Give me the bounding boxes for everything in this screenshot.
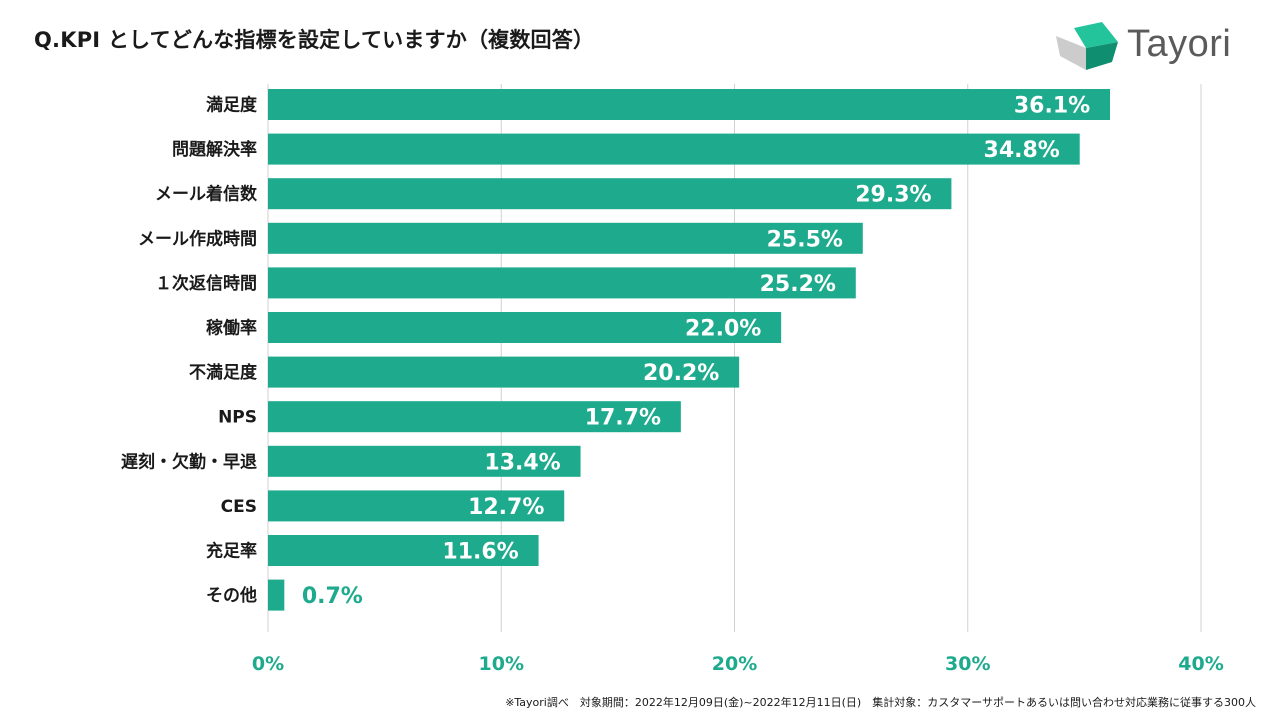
category-label: 遅刻・欠勤・早退	[121, 451, 257, 472]
x-tick-label: 0%	[252, 653, 284, 675]
bar	[268, 133, 1080, 165]
category-label: NPS	[218, 408, 257, 428]
bar	[268, 445, 581, 477]
value-label: 25.2%	[760, 272, 836, 297]
value-label: 36.1%	[1014, 94, 1090, 119]
bar	[268, 535, 539, 566]
bar	[268, 356, 740, 388]
category-label: メール着信数	[155, 184, 258, 205]
category-label: １次返信時間	[155, 273, 257, 294]
value-label: 17.7%	[585, 406, 661, 431]
x-tick-label: 30%	[945, 653, 990, 675]
category-label: メール作成時間	[138, 228, 257, 249]
category-label: CES	[221, 497, 257, 517]
category-label: 稼働率	[206, 318, 257, 339]
bars	[268, 89, 1111, 611]
footnote: ※Tayori調べ 対象期間：2022年12月09日(金)~2022年12月11…	[505, 696, 1256, 709]
category-label: 不満足度	[189, 362, 258, 383]
bar	[268, 579, 285, 611]
bar	[268, 401, 681, 433]
labels: 0% 10% 20% 30% 40% 満足度 36.1% 問題解決率 34.8% メール着信数 29…	[121, 94, 1224, 676]
value-label: 29.3%	[855, 183, 931, 208]
x-tick-label: 40%	[1178, 653, 1223, 675]
value-label: 13.4%	[484, 450, 560, 475]
value-label: 22.0%	[685, 317, 761, 342]
bar	[268, 178, 952, 210]
tayori-logo: Tayori	[1054, 22, 1254, 72]
bar	[268, 267, 856, 299]
bar	[268, 222, 863, 254]
x-tick-label: 10%	[479, 653, 524, 675]
value-label: 34.8%	[984, 138, 1060, 163]
tayori-logo-icon	[1056, 22, 1118, 70]
category-label: 充足率	[206, 541, 257, 562]
value-label: 12.7%	[468, 495, 544, 520]
bar	[268, 490, 565, 522]
category-label: その他	[206, 585, 257, 606]
category-label: 満足度	[206, 95, 258, 116]
x-tick-label: 20%	[712, 653, 757, 675]
brand-name: Tayori	[1127, 23, 1232, 65]
value-label: 0.7%	[302, 584, 363, 609]
category-label: 問題解決率	[172, 139, 257, 160]
value-label: 20.2%	[643, 361, 719, 386]
value-label: 11.6%	[442, 540, 518, 565]
bar	[268, 89, 1111, 120]
bar	[268, 312, 782, 343]
chart-title: Q.KPI としてどんな指標を設定していますか（複数回答）	[34, 28, 595, 52]
value-label: 25.5%	[767, 227, 843, 252]
